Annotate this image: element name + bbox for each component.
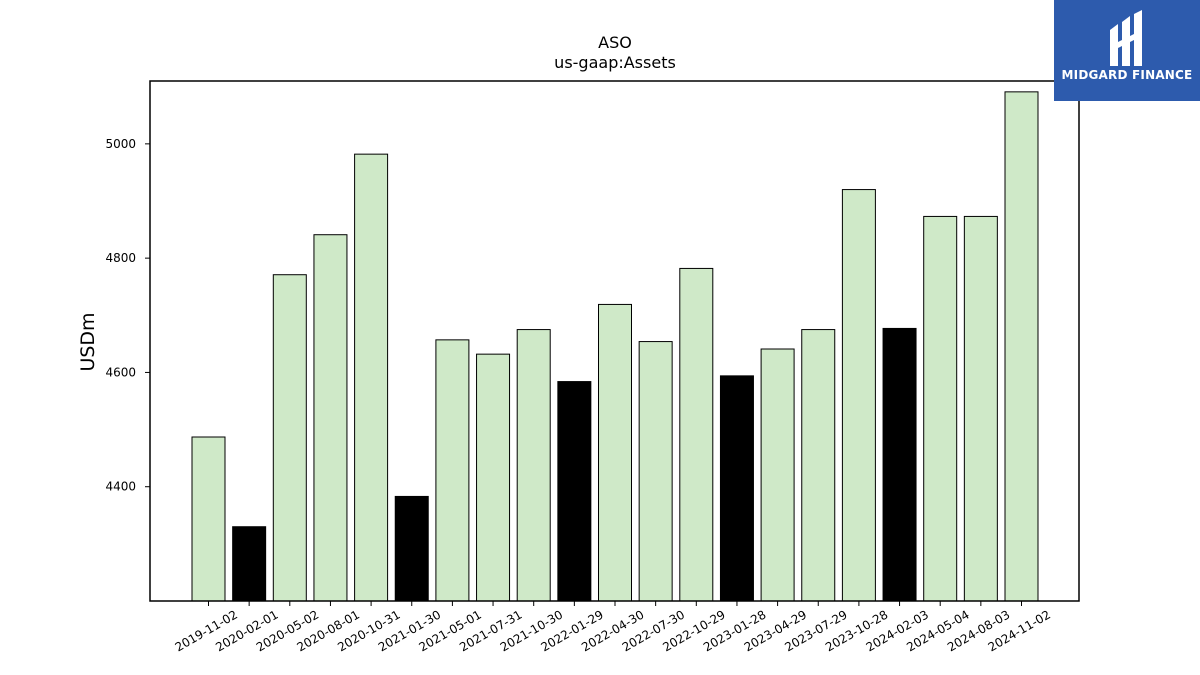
bars-layer: [191, 91, 1039, 602]
y-tick-label: 4400: [105, 480, 136, 494]
logo-mark-icon: [1110, 10, 1142, 66]
bar-2023-10-28: [841, 189, 876, 602]
y-axis: 4400 4600 4800 5000: [105, 137, 150, 494]
logo-text: MIDGARD FINANCE: [1061, 68, 1193, 82]
bar-2024-05-04: [923, 215, 958, 602]
bar-2022-01-29: [557, 381, 592, 602]
bar-2022-07-30: [638, 341, 673, 602]
bar-2020-02-01: [232, 526, 267, 602]
bar-2021-05-01: [435, 339, 470, 602]
y-tick-label: 4800: [105, 251, 136, 265]
bar-2021-01-30: [394, 495, 429, 602]
bar-2023-07-29: [801, 329, 836, 602]
plot-frame: [149, 80, 1080, 602]
bar-2024-08-03: [963, 215, 998, 602]
bar-2021-10-30: [516, 329, 551, 602]
logo: MIDGARD FINANCE: [1054, 0, 1200, 101]
bar-2020-05-02: [272, 274, 307, 602]
chart-title: ASO: [598, 33, 632, 52]
bar-2022-04-30: [598, 303, 632, 602]
bar-2023-04-29: [760, 348, 795, 602]
bar-2023-01-28: [719, 375, 754, 602]
y-tick-label: 5000: [105, 137, 136, 151]
bar-2019-11-02: [191, 436, 226, 602]
y-axis-label: USDm: [77, 312, 99, 371]
bar-2020-10-31: [354, 153, 389, 602]
x-axis: 2019-11-022020-02-012020-05-022020-08-01…: [173, 601, 1053, 654]
bar-2020-08-01: [313, 234, 348, 602]
chart-subtitle: us-gaap:Assets: [554, 53, 676, 72]
bar-2021-07-31: [476, 353, 511, 602]
y-tick-label: 4600: [105, 365, 136, 379]
bar-2022-10-29: [679, 267, 714, 602]
bar-2024-02-03: [882, 327, 917, 602]
bar-2024-11-02: [1004, 91, 1039, 602]
